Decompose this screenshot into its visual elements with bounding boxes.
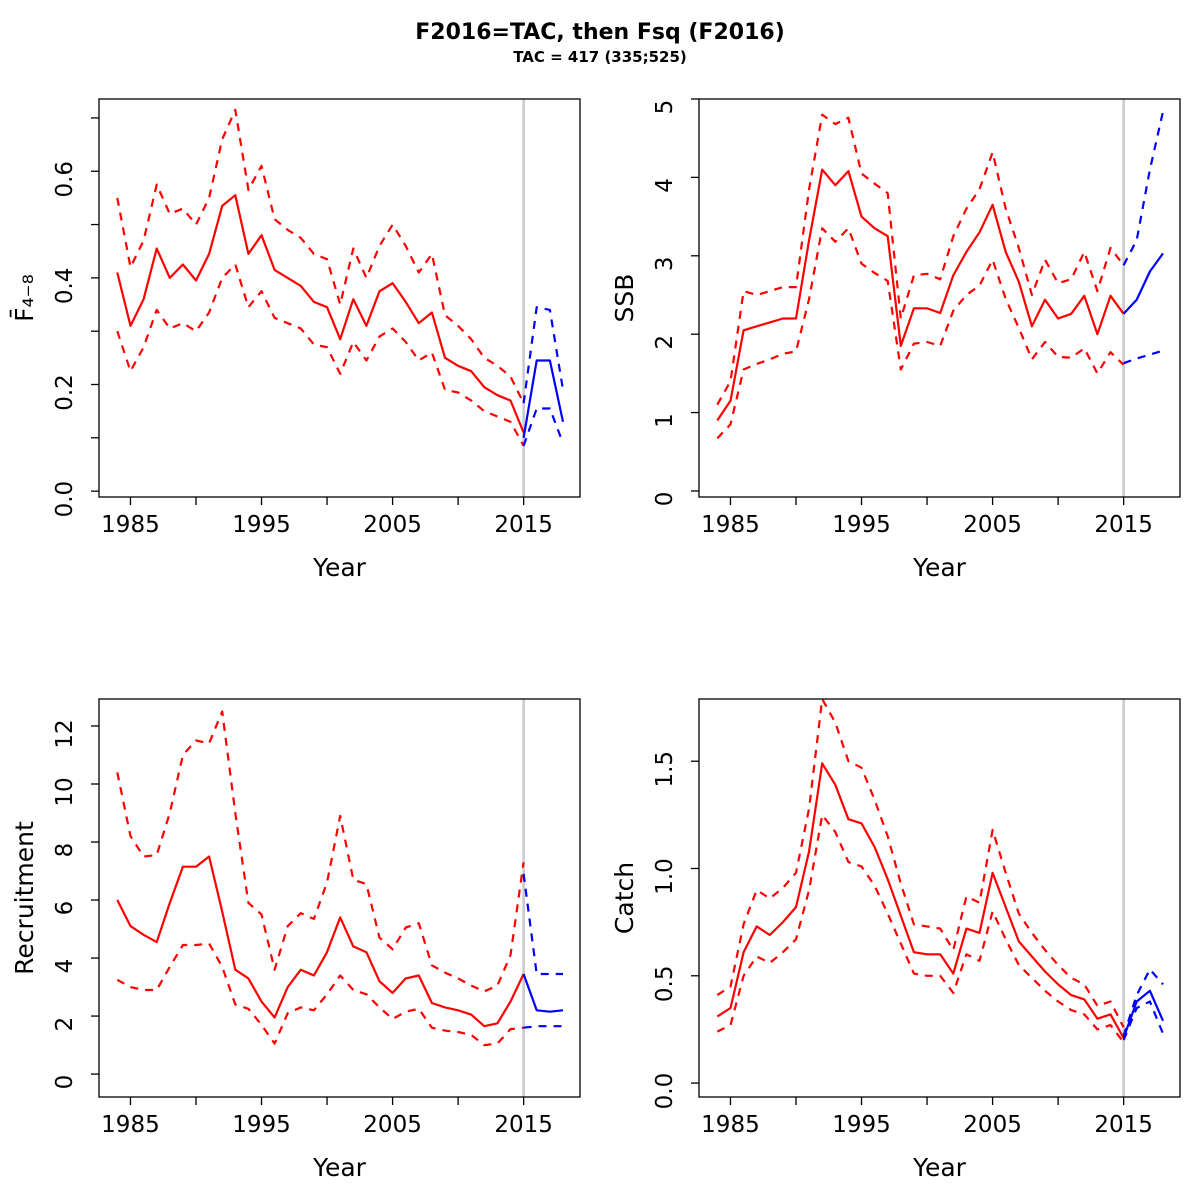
y-axis-label: F̄₄₋₈ (9, 274, 39, 322)
recruitment-estimate-line (116, 855, 525, 1028)
catch-ci-upper-line (716, 697, 1125, 1028)
x-tick-label: 2005 (363, 1112, 422, 1138)
x-tick-label: 1995 (832, 1112, 891, 1138)
x-tick-label: 2015 (1094, 512, 1153, 538)
recruitment-ci-upper-line (116, 710, 525, 993)
y-tick-label: 6 (52, 901, 78, 916)
y-tick-label: 5 (652, 100, 678, 115)
y-tick-label: 0 (52, 1075, 78, 1090)
ssb-forecast-ci-upper-line (1122, 111, 1165, 266)
recruitment-forecast-ci-upper-line (522, 873, 563, 976)
ssb-ci-lower-line (716, 227, 1125, 440)
catch-forecast-ci-lower-line (1122, 1000, 1165, 1041)
x-tick-label: 1995 (832, 512, 891, 538)
y-tick-label: 4 (52, 959, 78, 974)
catch-forecast-line (1122, 989, 1165, 1039)
ssb-forecast-line (1122, 252, 1164, 315)
y-tick-label: 0 (652, 492, 678, 507)
plot-box (98, 698, 581, 1098)
x-tick-label: 1995 (232, 512, 291, 538)
y-tick-label: 2 (52, 1017, 78, 1032)
x-tick-label: 2005 (363, 512, 422, 538)
y-tick-label: 4 (652, 178, 678, 193)
plot-box (698, 98, 1181, 498)
chart-catch: 1985 1995 2005 2015 0.0 0.5 1.0 1.5 Year Catch (610, 697, 1181, 1182)
y-axis-label: SSB (610, 274, 639, 323)
x-tick-label: 1985 (701, 512, 760, 538)
x-axis-label: Year (912, 1153, 967, 1182)
y-tick-label: 12 (52, 719, 78, 748)
fbar-ci-lower-line (116, 263, 525, 447)
y-tick-label: 1.5 (652, 751, 678, 788)
fbar-estimate-line (116, 194, 525, 433)
catch-forecast-ci-upper-line (1122, 968, 1164, 1037)
recruitment-forecast-ci-lower-line (523, 1025, 563, 1029)
fbar-ci-upper-line (116, 108, 525, 404)
catch-ci-lower-line (716, 813, 1125, 1043)
x-tick-label: 2005 (963, 1112, 1022, 1138)
x-tick-label: 2015 (1094, 1112, 1153, 1138)
fbar-forecast-ci-upper-line (522, 306, 565, 404)
y-tick-label: 0.5 (652, 965, 678, 1002)
fbar-forecast-line (522, 359, 565, 438)
x-tick-label: 1985 (101, 1112, 160, 1138)
ssb-forecast-ci-lower-line (1123, 349, 1164, 365)
y-tick-label: 1 (652, 413, 678, 428)
y-tick-label: 1.0 (652, 858, 678, 895)
y-tick-label: 0.4 (52, 268, 78, 305)
x-axis-label: Year (312, 553, 367, 582)
catch-estimate-line (716, 762, 1125, 1039)
plot-box (698, 698, 1181, 1098)
ssb-ci-upper-line (716, 113, 1125, 406)
chart-fbar: 1985 1995 2005 2015 0.0 0.2 0.4 0.6 Year F̄₄₋₈ (9, 98, 581, 582)
chart-ssb: 1985 1995 2005 2015 0 1 2 3 4 5 Year SSB (610, 98, 1181, 582)
y-tick-label: 0.2 (52, 374, 78, 411)
y-tick-label: 0.0 (652, 1073, 678, 1110)
x-tick-label: 1985 (701, 1112, 760, 1138)
plot-box (98, 98, 581, 498)
x-tick-label: 1985 (101, 512, 160, 538)
x-tick-label: 2015 (494, 1112, 553, 1138)
y-tick-label: 8 (52, 843, 78, 858)
y-axis-label: Recruitment (10, 821, 39, 975)
y-tick-label: 0.0 (52, 481, 78, 518)
chart-recruitment: 1985 1995 2005 2015 0 2 4 6 8 10 12 Year Recruitment (10, 698, 581, 1182)
y-tick-label: 3 (652, 256, 678, 271)
y-axis-label: Catch (610, 862, 639, 934)
x-axis-label: Year (312, 1153, 367, 1182)
recruitment-forecast-line (522, 973, 564, 1013)
recruitment-ci-lower-line (116, 942, 524, 1047)
x-tick-label: 2015 (494, 512, 553, 538)
y-tick-label: 0.6 (52, 161, 78, 198)
x-tick-label: 2005 (963, 512, 1022, 538)
x-tick-label: 1995 (232, 1112, 291, 1138)
fbar-forecast-ci-lower-line (522, 407, 565, 447)
y-tick-label: 2 (652, 335, 678, 350)
ssb-estimate-line (716, 168, 1125, 422)
x-axis-label: Year (912, 553, 967, 582)
y-tick-label: 10 (52, 777, 78, 806)
